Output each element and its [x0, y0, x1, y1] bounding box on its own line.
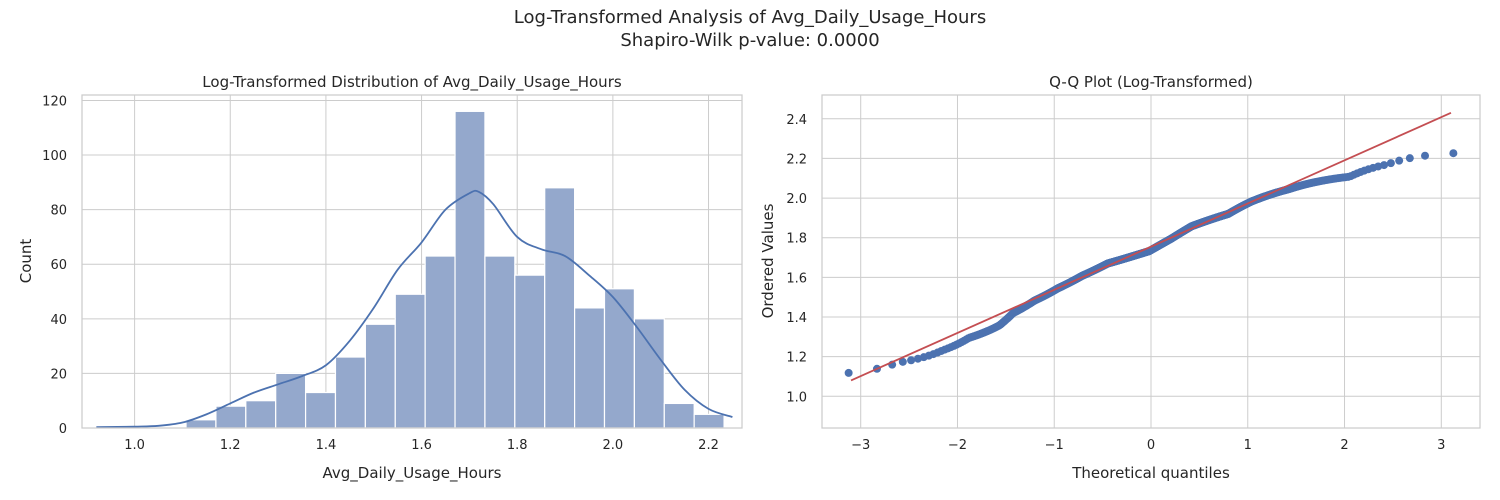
qq-point	[1395, 156, 1404, 165]
histogram-bar	[663, 402, 695, 429]
histogram-y-tick-label: 40	[50, 313, 67, 328]
histogram-bar	[215, 405, 247, 429]
qq-x-tick-label: −1	[1045, 438, 1064, 453]
histogram-bar	[304, 391, 337, 429]
qq-reference-line	[850, 112, 1452, 382]
histogram-x-tick-label: 1.8	[507, 438, 528, 453]
histogram-x-tick-label: 2.0	[603, 438, 624, 453]
histogram-bar	[603, 288, 635, 429]
histogram-bar	[334, 356, 366, 429]
figure-title: Log-Transformed Analysis of Avg_Daily_Us…	[513, 7, 987, 28]
kde-curve	[96, 189, 733, 429]
qq-y-tick-label: 1.6	[786, 271, 807, 286]
qq-point	[1386, 159, 1395, 168]
qq-grid	[822, 95, 1480, 428]
qq-x-tick-label: 0	[1147, 438, 1155, 453]
qq-frame	[821, 94, 1481, 429]
qq-title: Q-Q Plot (Log-Transformed)	[1049, 73, 1253, 91]
qq-y-label: Ordered Values	[759, 203, 777, 318]
qq-y-tick-label: 2.4	[786, 113, 807, 128]
qq-x-tick-label: 2	[1340, 438, 1348, 453]
qq-y-tick-label: 1.4	[786, 311, 807, 326]
qq-point	[1405, 154, 1414, 163]
histogram-x-tick-label: 2.2	[698, 438, 719, 453]
qq-x-tick-label: 3	[1437, 438, 1445, 453]
qq-point	[907, 356, 916, 365]
qq-y-tick-label: 1.2	[786, 351, 807, 366]
histogram-y-tick-label: 100	[42, 149, 67, 164]
histogram-x-label: Avg_Daily_Usage_Hours	[323, 464, 502, 483]
histogram-bar	[394, 293, 426, 429]
qq-x-label: Theoretical quantiles	[1071, 464, 1230, 482]
qq-x-tick-label: −3	[851, 438, 870, 453]
qq-x-tick-label: 1	[1244, 438, 1252, 453]
histogram-y-tick-label: 0	[59, 422, 67, 437]
qq-y-tick-label: 1.0	[786, 390, 807, 405]
qq-x-ticks: −3 −2 −1 0 1 2 3	[851, 438, 1445, 453]
histogram-y-tick-label: 60	[50, 258, 67, 273]
qq-point	[844, 368, 853, 377]
histogram-bar	[633, 318, 665, 429]
qq-y-tick-label: 2.0	[786, 192, 807, 207]
histogram-x-tick-label: 1.6	[411, 438, 432, 453]
figure-subtitle: Shapiro-Wilk p-value: 0.0000	[620, 30, 880, 51]
histogram-bars	[185, 110, 725, 429]
histogram-x-ticks: 1.0 1.2 1.4 1.6 1.8 2.0 2.2	[124, 438, 719, 453]
qq-y-tick-label: 2.2	[786, 152, 807, 167]
histogram-y-label: Count	[17, 239, 35, 284]
histogram-bar	[364, 323, 396, 429]
qq-panel: Q-Q Plot (Log-Transformed) −3 −2 −1 0 1 2 3 1.…	[759, 73, 1481, 482]
histogram-bar	[544, 187, 576, 429]
histogram-bar	[693, 413, 725, 429]
histogram-y-tick-label: 120	[42, 94, 67, 109]
histogram-title: Log-Transformed Distribution of Avg_Dail…	[202, 73, 622, 92]
histogram-x-tick-label: 1.2	[220, 438, 241, 453]
qq-point	[1421, 151, 1430, 160]
histogram-y-tick-label: 80	[50, 204, 67, 219]
histogram-bar	[454, 110, 486, 429]
histogram-x-tick-label: 1.4	[316, 438, 337, 453]
histogram-bar	[574, 307, 606, 429]
histogram-bar	[514, 274, 546, 429]
histogram-frame	[81, 94, 743, 429]
qq-point	[1380, 161, 1389, 170]
histogram-x-tick-label: 1.0	[124, 438, 145, 453]
qq-point	[898, 357, 907, 366]
histogram-y-ticks: 0 20 40 60 80 100 120	[42, 94, 67, 437]
qq-y-ticks: 1.0 1.2 1.4 1.6 1.8 2.0 2.2 2.4	[786, 113, 807, 405]
histogram-bar	[245, 400, 277, 429]
histogram-bar	[484, 255, 516, 429]
histogram-bar	[424, 255, 456, 429]
qq-point	[1449, 149, 1458, 158]
histogram-panel: Log-Transformed Distribution of Avg_Dail…	[17, 73, 743, 483]
qq-x-tick-label: −2	[948, 438, 967, 453]
histogram-y-tick-label: 20	[50, 367, 67, 382]
histogram-bar	[275, 372, 307, 429]
qq-y-tick-label: 1.8	[786, 232, 807, 247]
